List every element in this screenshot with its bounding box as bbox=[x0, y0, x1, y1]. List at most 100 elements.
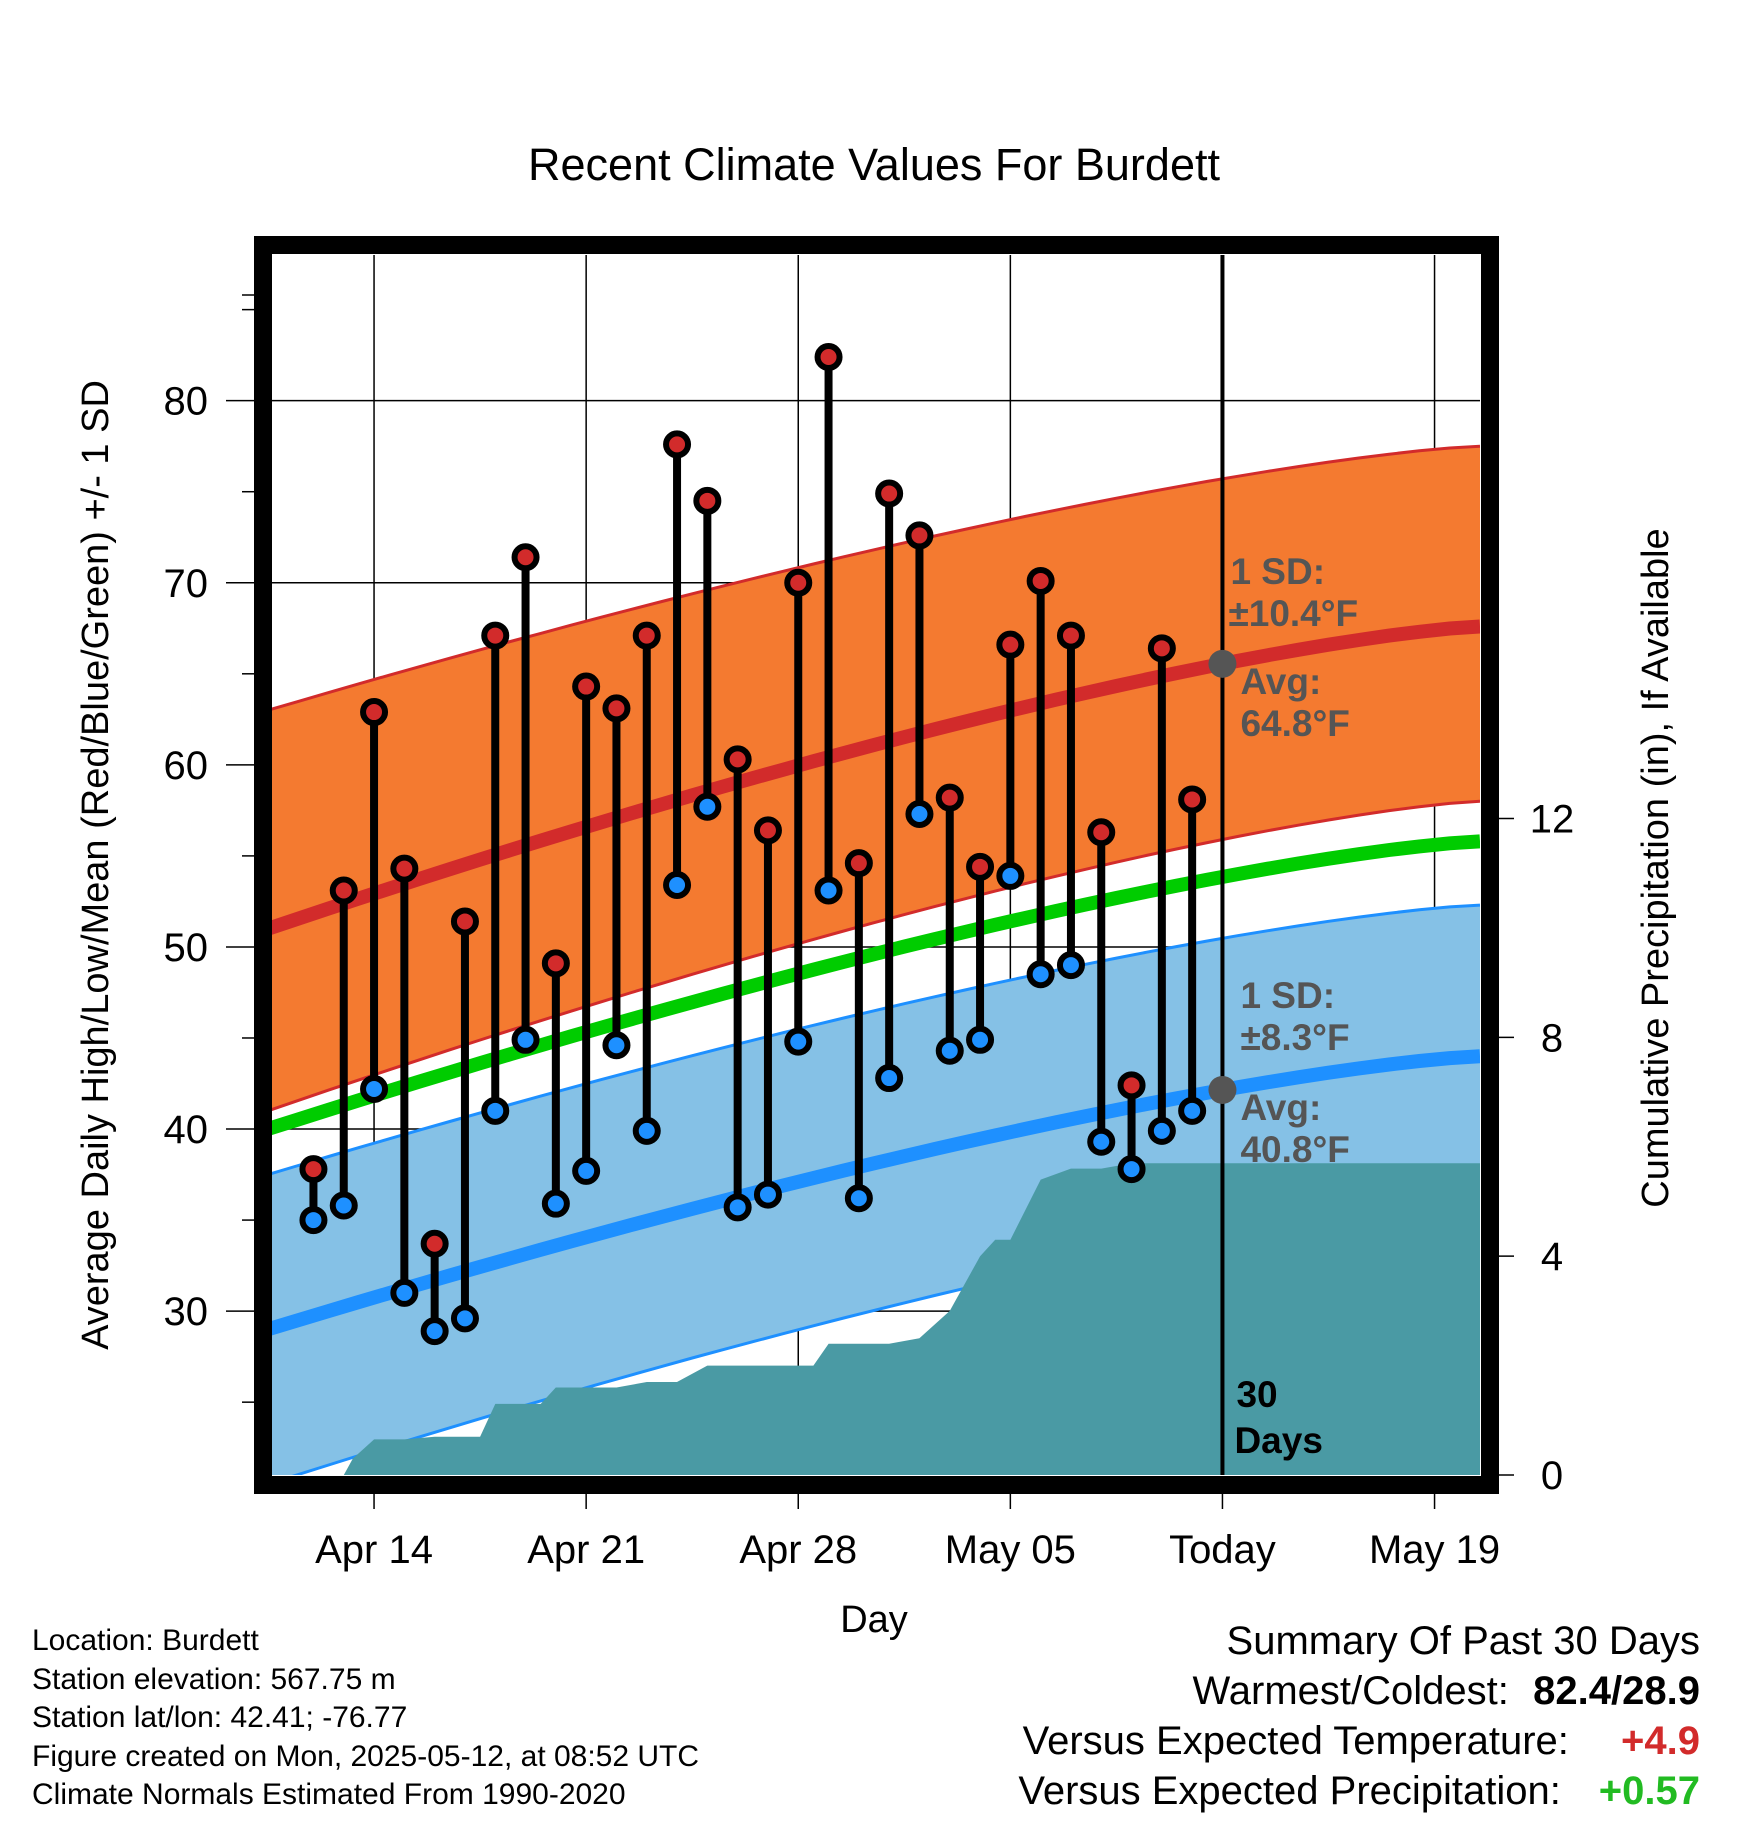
summary-precip: Versus Expected Precipitation: +0.57 bbox=[1018, 1766, 1700, 1816]
x-axis-label: Day bbox=[840, 1599, 908, 1641]
low-sd-value: ±8.3°F bbox=[1240, 1017, 1349, 1058]
y-left-tick-label: 40 bbox=[164, 1108, 209, 1152]
high-sd-label: 1 SD: bbox=[1230, 551, 1325, 592]
daily-high-point bbox=[632, 621, 661, 650]
daily-low-point bbox=[1117, 1155, 1146, 1184]
normal-low-line bbox=[268, 1049, 1480, 1337]
daily-high-point bbox=[693, 486, 722, 515]
daily-high-point bbox=[966, 852, 995, 881]
high-avg-marker bbox=[1208, 649, 1237, 678]
daily-low-point bbox=[663, 871, 692, 900]
daily-low-point bbox=[360, 1074, 389, 1103]
daily-high-point bbox=[1026, 566, 1055, 595]
daily-low-point bbox=[299, 1206, 328, 1235]
daily-low-point bbox=[935, 1036, 964, 1065]
y-right-tick-label: 12 bbox=[1530, 797, 1575, 841]
daily-high-point bbox=[420, 1229, 449, 1258]
daily-high-point bbox=[360, 698, 389, 727]
plot-frame bbox=[254, 236, 1499, 1494]
x-tick-label: May 19 bbox=[1369, 1528, 1500, 1572]
daily-low-point bbox=[693, 792, 722, 821]
daily-low-point bbox=[966, 1025, 995, 1054]
daily-low-point bbox=[420, 1317, 449, 1346]
daily-high-point bbox=[935, 783, 964, 812]
daily-low-point bbox=[814, 876, 843, 905]
x-tick-label: May 05 bbox=[945, 1528, 1076, 1572]
daily-high-point bbox=[996, 630, 1025, 659]
x-tick-label: Apr 21 bbox=[527, 1528, 645, 1572]
x-tick-label: Today bbox=[1169, 1528, 1276, 1572]
y-right-tick-label: 8 bbox=[1541, 1016, 1563, 1060]
daily-low-point bbox=[602, 1031, 631, 1060]
days-word-label: Days bbox=[1234, 1420, 1322, 1461]
daily-low-point bbox=[875, 1064, 904, 1093]
summary-temp: Versus Expected Temperature: +4.9 bbox=[1018, 1716, 1700, 1766]
high-sd-upper-edge bbox=[268, 444, 1480, 712]
precip-label: Versus Expected Precipitation: bbox=[1018, 1769, 1561, 1813]
daily-low-point bbox=[1056, 951, 1085, 980]
high-avg-label: Avg: bbox=[1240, 661, 1321, 702]
daily-high-point bbox=[753, 816, 782, 845]
summary-warm-cold: Warmest/Coldest: 82.4/28.9 bbox=[1018, 1666, 1701, 1716]
y-left-tick-label: 70 bbox=[164, 562, 209, 606]
daily-low-point bbox=[784, 1027, 813, 1056]
high-sd-band bbox=[268, 446, 1480, 1111]
y-left-tick-label: 30 bbox=[164, 1290, 209, 1334]
daily-low-point bbox=[1026, 960, 1055, 989]
high-sd-lower-edge bbox=[268, 799, 1480, 1113]
daily-low-point bbox=[511, 1025, 540, 1054]
high-sd-value: ±10.4°F bbox=[1228, 593, 1358, 634]
warm-cold-label: Warmest/Coldest: bbox=[1192, 1669, 1509, 1713]
daily-high-point bbox=[1087, 818, 1116, 847]
daily-high-point bbox=[875, 479, 904, 508]
daily-low-point bbox=[541, 1189, 570, 1218]
station-info: Location: Burdett Station elevation: 567… bbox=[32, 1622, 699, 1815]
daily-low-point bbox=[753, 1180, 782, 1209]
y-axis-label-right: Cumulative Precipitation (in), If Availa… bbox=[1635, 528, 1677, 1207]
y-left-tick-label: 60 bbox=[164, 744, 209, 788]
precip-anomaly-value: +0.57 bbox=[1598, 1769, 1700, 1813]
daily-high-point bbox=[814, 342, 843, 371]
low-avg-value: 40.8°F bbox=[1240, 1129, 1349, 1170]
high-avg-value: 64.8°F bbox=[1240, 703, 1349, 744]
y-right-tick-label: 4 bbox=[1541, 1235, 1563, 1279]
low-avg-marker bbox=[1208, 1075, 1237, 1104]
x-tick-label: Apr 28 bbox=[739, 1528, 857, 1572]
daily-high-point bbox=[481, 621, 510, 650]
daily-high-point bbox=[390, 854, 419, 883]
temp-anomaly-value: +4.9 bbox=[1621, 1719, 1700, 1763]
daily-high-point bbox=[572, 672, 601, 701]
daily-high-point bbox=[1147, 634, 1176, 663]
daily-low-point bbox=[844, 1184, 873, 1213]
precipitation-area bbox=[283, 1163, 1480, 1475]
daily-high-point bbox=[541, 949, 570, 978]
y-left-tick-label: 80 bbox=[164, 380, 209, 424]
normal-high-line bbox=[268, 619, 1480, 936]
summary-panel: Summary Of Past 30 Days Warmest/Coldest:… bbox=[1018, 1616, 1700, 1816]
daily-high-point bbox=[329, 876, 358, 905]
axes: 30 40 50 60 70 80 0 4 8 12 Apr 14 Apr 21 Apr 28 May 0… bbox=[164, 236, 1575, 1572]
daily-high-point bbox=[663, 430, 692, 459]
daily-low-point bbox=[1147, 1116, 1176, 1145]
daily-low-point bbox=[1178, 1096, 1207, 1125]
daily-high-point bbox=[450, 907, 479, 936]
daily-low-point bbox=[572, 1156, 601, 1185]
daily-low-point bbox=[723, 1193, 752, 1222]
temp-label: Versus Expected Temperature: bbox=[1022, 1719, 1569, 1763]
y-right-tick-label: 0 bbox=[1541, 1454, 1563, 1498]
station-location: Location: Burdett bbox=[32, 1624, 259, 1657]
low-avg-label: Avg: bbox=[1240, 1087, 1321, 1128]
station-elevation: Station elevation: 567.75 m bbox=[32, 1662, 396, 1696]
summary-title: Summary Of Past 30 Days bbox=[1226, 1619, 1700, 1663]
daily-high-point bbox=[905, 521, 934, 550]
daily-low-point bbox=[329, 1191, 358, 1220]
days-count-label: 30 bbox=[1236, 1374, 1277, 1415]
daily-high-point bbox=[844, 849, 873, 878]
chart-title: Recent Climate Values For Burdett bbox=[528, 139, 1220, 190]
daily-low-point bbox=[632, 1116, 661, 1145]
x-tick-label: Apr 14 bbox=[315, 1528, 433, 1572]
daily-low-point bbox=[390, 1278, 419, 1307]
daily-high-point bbox=[1056, 621, 1085, 650]
